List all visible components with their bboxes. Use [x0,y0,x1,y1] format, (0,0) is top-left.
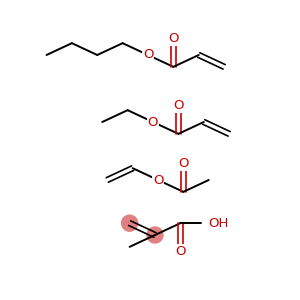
Text: O: O [148,116,158,128]
Text: O: O [168,32,178,45]
Text: O: O [173,99,184,112]
Text: O: O [143,49,153,62]
Text: O: O [178,157,189,170]
Text: OH: OH [208,217,229,230]
Text: O: O [153,173,163,187]
Circle shape [147,227,163,243]
Circle shape [122,215,138,231]
Text: O: O [175,245,186,258]
